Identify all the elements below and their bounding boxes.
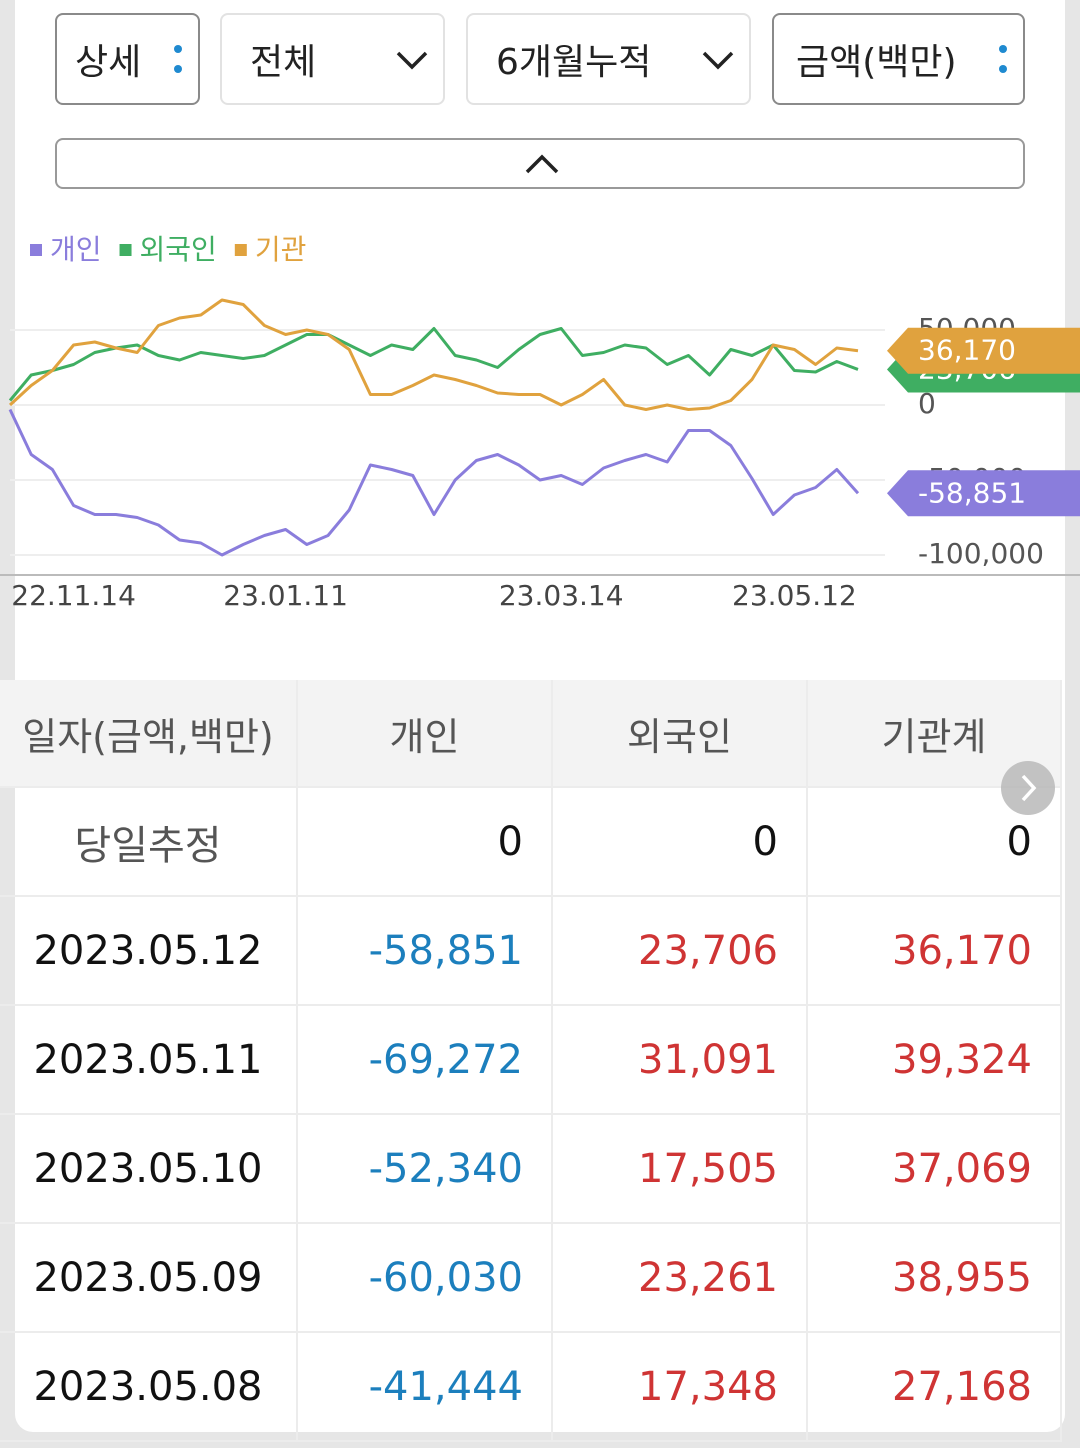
table-cell: 17,348 [553,1333,808,1442]
cell-text: -52,340 [368,1145,523,1192]
period-dropdown[interactable]: 6개월누적 [466,13,751,105]
collapse-button[interactable] [55,138,1025,189]
table-cell: -69,272 [298,1006,553,1115]
label: 6개월누적 [496,42,652,83]
table-cell: 2023.05.12 [0,897,298,1006]
legend-swatch [30,244,42,256]
cell-text: 2023.05.11 [33,1036,263,1083]
end-value-tag [887,470,1080,517]
cell-text: 37,069 [892,1145,1032,1192]
unit-button[interactable]: 금액(백만) [772,13,1025,105]
y-tick-label: 0 [918,387,936,420]
label: 상세 [75,42,142,83]
detail-button[interactable]: 상세 [55,13,200,105]
table-cell: 37,069 [808,1115,1062,1224]
chart: 개인외국인기관50,0000-50,000-100,00022.11.1423.… [0,233,1080,612]
end-value-label: 36,170 [918,334,1016,367]
x-tick-label: 22.11.14 [11,579,136,612]
cell-text: 31,091 [638,1036,778,1083]
chevron-up [525,154,559,174]
cell-text: 기관계 [881,714,987,759]
cell-text: 외국인 [627,714,732,759]
menu-icon [999,45,1007,73]
table-cell: 17,505 [553,1115,808,1224]
table-cell: -58,851 [298,897,553,1006]
table-cell: 2023.05.11 [0,1006,298,1115]
scroll-right-button[interactable] [1000,760,1056,816]
legend-label: 외국인 [140,233,217,266]
cell-text: 17,348 [638,1363,778,1410]
legend-swatch [234,244,247,256]
cell-text: 36,170 [892,927,1032,974]
x-tick-label: 23.01.11 [223,579,348,612]
chevron [702,51,734,70]
table-cell: 0 [298,788,553,897]
table-cell: 39,324 [808,1006,1062,1115]
menu-icon [174,45,182,73]
cell-text: 일자(금액,백만) [22,714,274,759]
chevron [396,51,428,70]
cell-text: 39,324 [892,1036,1032,1083]
table-cell: 27,168 [808,1333,1062,1442]
cell-text: 0 [752,818,778,865]
header-cell: 외국인 [553,680,808,788]
legend-label: 개인 [50,233,102,266]
cell-text: 23,706 [638,927,778,974]
y-tick-label: -100,000 [918,537,1044,570]
legend-label: 기관 [255,233,307,266]
line-series [8,327,859,402]
cell-text: -60,030 [368,1254,523,1301]
cell-text: 2023.05.09 [33,1254,263,1301]
cell-text: -58,851 [368,927,523,974]
end-value-tag [887,327,1080,374]
table-cell: 2023.05.10 [0,1115,298,1224]
label: 금액(백만) [796,42,957,83]
end-value-label: -58,851 [918,476,1026,509]
table-cell: 23,706 [553,897,808,1006]
table-cell: 23,261 [553,1224,808,1333]
cell-text: 27,168 [892,1363,1032,1410]
cell-text: 당일추정 [74,822,222,869]
cell-text: 개인 [389,714,460,759]
table-cell: 0 [553,788,808,897]
x-tick-label: 23.05.12 [732,579,857,612]
table-cell: -60,030 [298,1224,553,1333]
line-series [8,408,860,557]
cell-text: 0 [1006,818,1032,865]
cell-text: 17,505 [638,1145,778,1192]
header-cell: 일자(금액,백만) [0,680,298,788]
cell-text: 38,955 [892,1254,1032,1301]
table-cell: 38,955 [808,1224,1062,1333]
legend-swatch [119,244,132,256]
cell-text: 23,261 [638,1254,778,1301]
header-cell: 개인 [298,680,553,788]
cell-text: 2023.05.10 [33,1145,263,1192]
line-series [8,298,859,412]
label: 전체 [250,42,317,83]
cell-text: 2023.05.08 [33,1363,263,1410]
table-cell: -41,444 [298,1333,553,1442]
x-tick-label: 23.03.14 [499,579,624,612]
table-cell: 31,091 [553,1006,808,1115]
cell-text: 2023.05.12 [33,927,263,974]
table-cell: -52,340 [298,1115,553,1224]
table-cell: 0 [808,788,1062,897]
cell-text: 0 [497,818,523,865]
scope-dropdown[interactable]: 전체 [220,13,445,105]
table-cell: 2023.05.09 [0,1224,298,1333]
cell-text: -41,444 [368,1363,523,1410]
table-cell: 2023.05.08 [0,1333,298,1442]
cell-text: -69,272 [368,1036,523,1083]
table-cell: 36,170 [808,897,1062,1006]
table-cell: 당일추정 [0,788,298,897]
